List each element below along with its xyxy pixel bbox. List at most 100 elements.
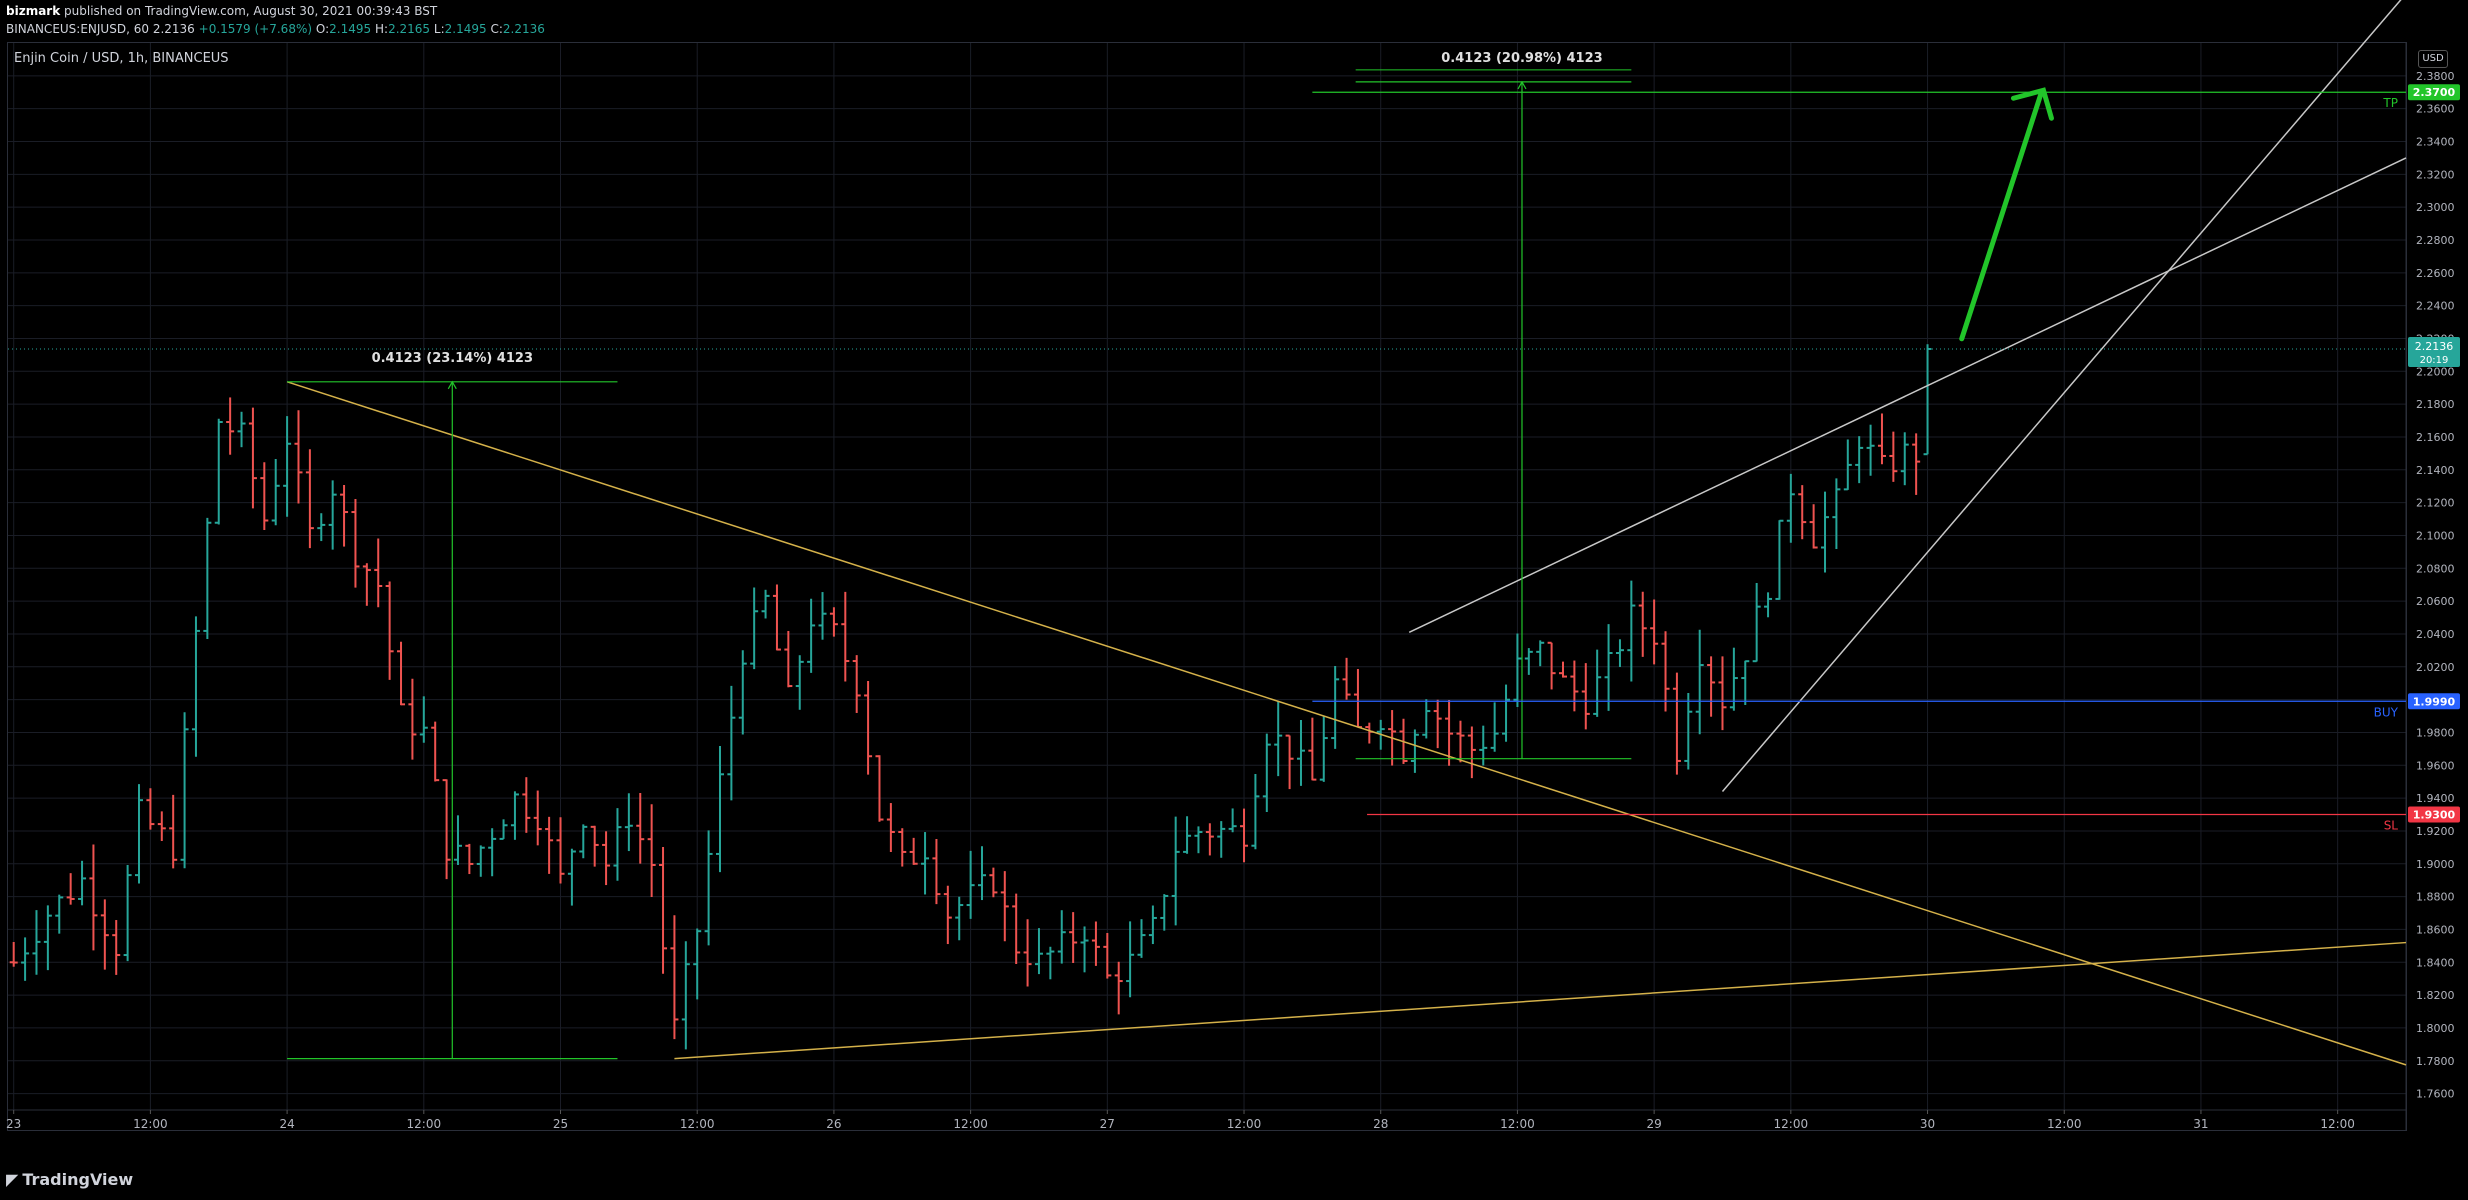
- ohlc-bar: [510, 791, 519, 840]
- time-tick-label: 30: [1920, 1117, 1935, 1131]
- ohlc-bar: [795, 655, 804, 710]
- projection-arrow-shaft: [1959, 89, 2044, 342]
- price-tick-label: 2.3400: [2416, 135, 2455, 148]
- level-label: BUY: [2374, 705, 2399, 719]
- ohlc-bar: [476, 845, 485, 877]
- tradingview-brand[interactable]: ◤ TradingView: [6, 1170, 133, 1189]
- ohlc-bar: [1080, 926, 1089, 973]
- ohlc-bar: [704, 830, 713, 946]
- price-tick-label: 2.0400: [2416, 628, 2455, 641]
- ohlc-bar: [362, 563, 371, 606]
- ohlc-bar: [294, 410, 303, 504]
- ohlc-bar: [1536, 640, 1545, 667]
- measure-label: 0.4123 (20.98%) 4123: [1441, 51, 1602, 66]
- ohlc-bar: [1877, 413, 1886, 465]
- ohlc-bar: [898, 828, 907, 867]
- ohlc-bar: [408, 678, 417, 760]
- ascending-trendline: [674, 941, 2407, 1060]
- tp-level: TP 2.3700: [1312, 84, 2460, 110]
- time-tick-label: 23: [6, 1117, 21, 1131]
- sl-level: SL 1.9300: [1367, 806, 2460, 833]
- ohlc-bar: [43, 905, 52, 971]
- ohlc-bar: [1091, 921, 1100, 966]
- ohlc-bar: [328, 480, 337, 550]
- ohlc-bar: [875, 755, 884, 822]
- channel-upper-line: [1408, 157, 2407, 633]
- price-axis: 1.7600 1.7800 1.8000 1.8200 1.8400 1.8600 1.88…: [2416, 70, 2455, 1101]
- ohlc-bar: [340, 484, 349, 547]
- ohlc-bar: [1889, 431, 1898, 482]
- ohlc-bar: [989, 867, 998, 898]
- time-tick-label: 12:00: [1774, 1117, 1809, 1131]
- tradingview-logo-icon: ◤: [6, 1170, 19, 1189]
- ohlc-bar: [1057, 910, 1066, 964]
- ohlc-bar: [385, 581, 394, 680]
- ohlc-bar: [1069, 912, 1078, 963]
- ohlc-bar: [1912, 433, 1921, 495]
- ohlc-bar: [1570, 660, 1579, 712]
- ohlc-bar: [1365, 722, 1374, 744]
- ohlc-bar: [499, 819, 508, 840]
- last-price-badge-bg: [2408, 336, 2460, 367]
- ohlc-bar: [1923, 344, 1932, 456]
- level-price-badge: [2408, 806, 2460, 823]
- ohlc-bar: [442, 779, 451, 880]
- high-value: 2.2165: [388, 22, 431, 36]
- ohlc-bar: [1855, 436, 1864, 484]
- ohlc-bar: [784, 630, 793, 688]
- time-tick-label: 31: [2193, 1117, 2208, 1131]
- candle-countdown-text: 20:19: [2420, 355, 2449, 366]
- price-tick-label: 2.1600: [2416, 431, 2455, 444]
- ohlc-bar: [966, 850, 975, 919]
- ohlc-bar: [522, 777, 531, 833]
- price-tick-label: 2.2400: [2416, 300, 2455, 313]
- measure-label: 0.4123 (23.14%) 4123: [372, 351, 533, 366]
- ohlc-bar: [1251, 773, 1260, 850]
- time-axis: 23 12:00 24 12:00 25 12:00 26 12:00 27 12:00 28 12:…: [6, 1110, 2355, 1131]
- measure-arrowhead: [1517, 80, 1527, 90]
- price-tick-label: 2.1200: [2416, 497, 2455, 510]
- publisher-name[interactable]: bizmark: [6, 4, 61, 18]
- ohlc-bar: [681, 941, 690, 1050]
- ohlc-bar: [1342, 657, 1351, 700]
- publish-info: bizmark published on TradingView.com, Au…: [6, 4, 437, 18]
- ohlc-bar: [738, 650, 747, 735]
- ohlc-bar: [1012, 893, 1021, 965]
- ohlc-bar: [453, 815, 462, 865]
- ohlc-bar: [203, 517, 212, 639]
- ohlc-bar: [1843, 439, 1852, 491]
- price-tick-label: 1.9800: [2416, 726, 2455, 739]
- time-tick-label: 26: [826, 1117, 841, 1131]
- price-tick-label: 1.8400: [2416, 956, 2455, 969]
- ohlc-bar: [112, 920, 121, 975]
- ohlc-bar: [1661, 631, 1670, 712]
- ohlc-bar: [1148, 905, 1157, 945]
- ohlc-bar: [613, 808, 622, 881]
- ohlc-bar: [1524, 648, 1533, 675]
- ohlc-bar: [772, 584, 781, 651]
- ohlc-bar: [465, 843, 474, 875]
- open-value: 2.1495: [329, 22, 372, 36]
- ohlc-bar: [146, 788, 155, 830]
- ohlc-bar: [1502, 684, 1511, 742]
- ohlc-bar: [1183, 816, 1192, 854]
- ohlc-bar: [9, 942, 18, 967]
- ohlc-bar: [807, 598, 816, 673]
- ohlc-bar: [921, 832, 930, 895]
- ohlc-bar: [1695, 629, 1704, 735]
- grid-lines: [8, 43, 2406, 1110]
- ohlc-bar: [1786, 473, 1795, 543]
- level-price-text: 1.9990: [2413, 695, 2456, 708]
- last-price-text: 2.2136: [152, 22, 195, 36]
- ohlc-bar: [271, 458, 280, 526]
- ohlc-bar: [419, 696, 428, 743]
- ohlc-bar: [1615, 639, 1624, 667]
- last-price-badge: 2.2136 20:19: [2408, 336, 2460, 367]
- ohlc-bar: [1433, 699, 1442, 749]
- ohlc-bar: [818, 592, 827, 640]
- ohlc-bar: [214, 418, 223, 525]
- currency-button[interactable]: USD: [2418, 50, 2448, 68]
- ohlc-bar: [1262, 733, 1271, 812]
- ohlc-bar: [180, 712, 189, 869]
